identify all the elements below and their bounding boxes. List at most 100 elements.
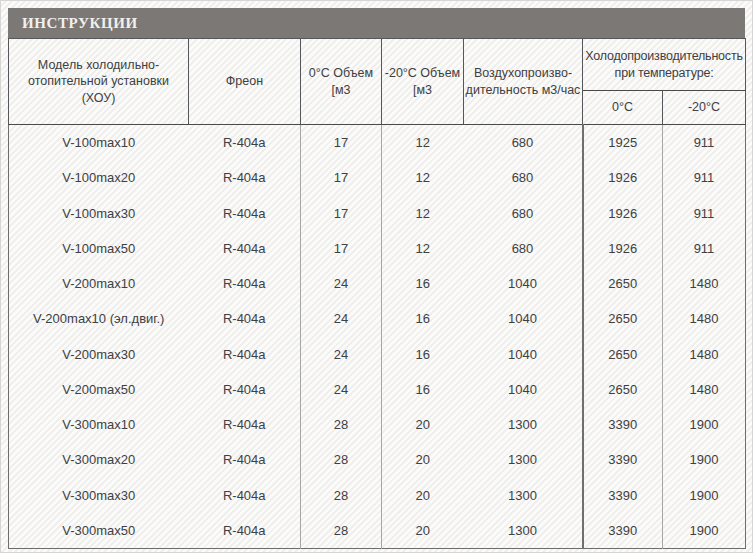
cell-cooling-minus20c: 911 <box>663 231 746 266</box>
cell-cooling-minus20c: 911 <box>663 196 746 231</box>
cell-cooling-0c: 1925 <box>583 125 663 161</box>
cell-freon: R-404a <box>189 442 301 477</box>
cell-cooling-0c: 2650 <box>583 337 663 372</box>
cell-volume-minus20c: 20 <box>382 442 464 477</box>
cell-cooling-0c: 3390 <box>583 478 663 513</box>
cell-airflow: 680 <box>464 125 583 161</box>
cell-airflow: 1040 <box>464 337 583 372</box>
cell-volume-minus20c: 12 <box>382 196 464 231</box>
cell-model: V-100max30 <box>9 196 189 231</box>
cell-freon: R-404a <box>189 196 301 231</box>
cell-cooling-0c: 3390 <box>583 407 663 442</box>
table-body: V-100max10 R-404a 17 12 680 1925 911 V-1… <box>9 125 746 549</box>
table-row: V-300max10 R-404a 28 20 1300 3390 1900 <box>9 407 746 442</box>
cell-volume-0c: 24 <box>301 372 382 407</box>
table-row: V-200max50 R-404a 24 16 1040 2650 1480 <box>9 372 746 407</box>
cell-volume-0c: 28 <box>301 513 382 549</box>
cell-model: V-100max50 <box>9 231 189 266</box>
cell-volume-0c: 24 <box>301 266 382 301</box>
cell-freon: R-404a <box>189 478 301 513</box>
cell-cooling-0c: 2650 <box>583 301 663 336</box>
cell-airflow: 680 <box>464 196 583 231</box>
column-header-cooling-minus20c: -20°C <box>663 91 746 125</box>
cell-volume-minus20c: 20 <box>382 407 464 442</box>
cell-cooling-minus20c: 911 <box>663 125 746 161</box>
cell-model: V-200max10 <box>9 266 189 301</box>
table-row: V-100max30 R-404a 17 12 680 1926 911 <box>9 196 746 231</box>
cell-volume-minus20c: 20 <box>382 513 464 549</box>
cell-cooling-0c: 1926 <box>583 196 663 231</box>
column-header-freon: Фреон <box>189 39 301 125</box>
section-title-bar: ИНСТРУКЦИИ <box>8 8 745 38</box>
table-header: Модель холодильно-отопительной установки… <box>9 39 746 125</box>
cell-freon: R-404a <box>189 513 301 549</box>
cell-model: V-300max50 <box>9 513 189 549</box>
cell-airflow: 680 <box>464 231 583 266</box>
cell-volume-minus20c: 12 <box>382 125 464 161</box>
cell-volume-0c: 24 <box>301 301 382 336</box>
cell-airflow: 1300 <box>464 442 583 477</box>
cell-cooling-minus20c: 1900 <box>663 442 746 477</box>
cell-cooling-minus20c: 1480 <box>663 266 746 301</box>
specs-table: Модель холодильно-отопительной установки… <box>8 38 746 549</box>
cell-volume-0c: 17 <box>301 160 382 195</box>
cell-airflow: 1300 <box>464 513 583 549</box>
cell-volume-0c: 28 <box>301 442 382 477</box>
table-row: V-300max20 R-404a 28 20 1300 3390 1900 <box>9 442 746 477</box>
cell-cooling-0c: 2650 <box>583 266 663 301</box>
cell-volume-minus20c: 16 <box>382 372 464 407</box>
cell-volume-0c: 17 <box>301 231 382 266</box>
cell-model: V-100max10 <box>9 125 189 161</box>
cell-cooling-minus20c: 1480 <box>663 301 746 336</box>
cell-volume-0c: 28 <box>301 478 382 513</box>
cell-freon: R-404a <box>189 125 301 161</box>
cell-freon: R-404a <box>189 160 301 195</box>
table-row: V-100max50 R-404a 17 12 680 1926 911 <box>9 231 746 266</box>
cell-model: V-300max20 <box>9 442 189 477</box>
cell-volume-minus20c: 12 <box>382 160 464 195</box>
cell-volume-minus20c: 20 <box>382 478 464 513</box>
instructions-panel: ИНСТРУКЦИИ Модель холодильно-отопительно… <box>8 8 745 549</box>
cell-freon: R-404a <box>189 301 301 336</box>
cell-model: V-200max10 (эл.двиг.) <box>9 301 189 336</box>
table-row: V-100max20 R-404a 17 12 680 1926 911 <box>9 160 746 195</box>
table-row: V-200max10 R-404a 24 16 1040 2650 1480 <box>9 266 746 301</box>
cell-model: V-100max20 <box>9 160 189 195</box>
cell-freon: R-404a <box>189 337 301 372</box>
cell-volume-minus20c: 12 <box>382 231 464 266</box>
cell-airflow: 1040 <box>464 266 583 301</box>
cell-cooling-0c: 2650 <box>583 372 663 407</box>
cell-model: V-200max50 <box>9 372 189 407</box>
cell-cooling-0c: 3390 <box>583 513 663 549</box>
cell-airflow: 1300 <box>464 407 583 442</box>
column-header-model: Модель холодильно-отопительной установки… <box>9 39 189 125</box>
cell-volume-0c: 17 <box>301 196 382 231</box>
cell-cooling-minus20c: 1480 <box>663 337 746 372</box>
cell-volume-minus20c: 16 <box>382 301 464 336</box>
table-row: V-200max30 R-404a 24 16 1040 2650 1480 <box>9 337 746 372</box>
cell-freon: R-404a <box>189 407 301 442</box>
column-header-cooling-0c: 0°C <box>583 91 663 125</box>
table-row: V-300max30 R-404a 28 20 1300 3390 1900 <box>9 478 746 513</box>
table-row: V-200max10 (эл.двиг.) R-404a 24 16 1040 … <box>9 301 746 336</box>
cell-cooling-minus20c: 1900 <box>663 513 746 549</box>
cell-volume-0c: 24 <box>301 337 382 372</box>
cell-cooling-minus20c: 1900 <box>663 478 746 513</box>
column-header-volume-minus20c: -20°C Объем [м3 <box>382 39 464 125</box>
cell-model: V-200max30 <box>9 337 189 372</box>
cell-cooling-minus20c: 1480 <box>663 372 746 407</box>
column-header-airflow: Воздухопроизво-дительность м3/час <box>464 39 583 125</box>
page: ИНСТРУКЦИИ Модель холодильно-отопительно… <box>0 0 753 553</box>
cell-cooling-0c: 3390 <box>583 442 663 477</box>
cell-airflow: 1040 <box>464 372 583 407</box>
cell-freon: R-404a <box>189 266 301 301</box>
cell-freon: R-404a <box>189 231 301 266</box>
cell-volume-0c: 17 <box>301 125 382 161</box>
cell-volume-minus20c: 16 <box>382 266 464 301</box>
cell-cooling-minus20c: 911 <box>663 160 746 195</box>
table-row: V-300max50 R-404a 28 20 1300 3390 1900 <box>9 513 746 549</box>
section-title: ИНСТРУКЦИИ <box>22 15 138 31</box>
table-row: V-100max10 R-404a 17 12 680 1925 911 <box>9 125 746 161</box>
cell-airflow: 680 <box>464 160 583 195</box>
cell-cooling-0c: 1926 <box>583 231 663 266</box>
